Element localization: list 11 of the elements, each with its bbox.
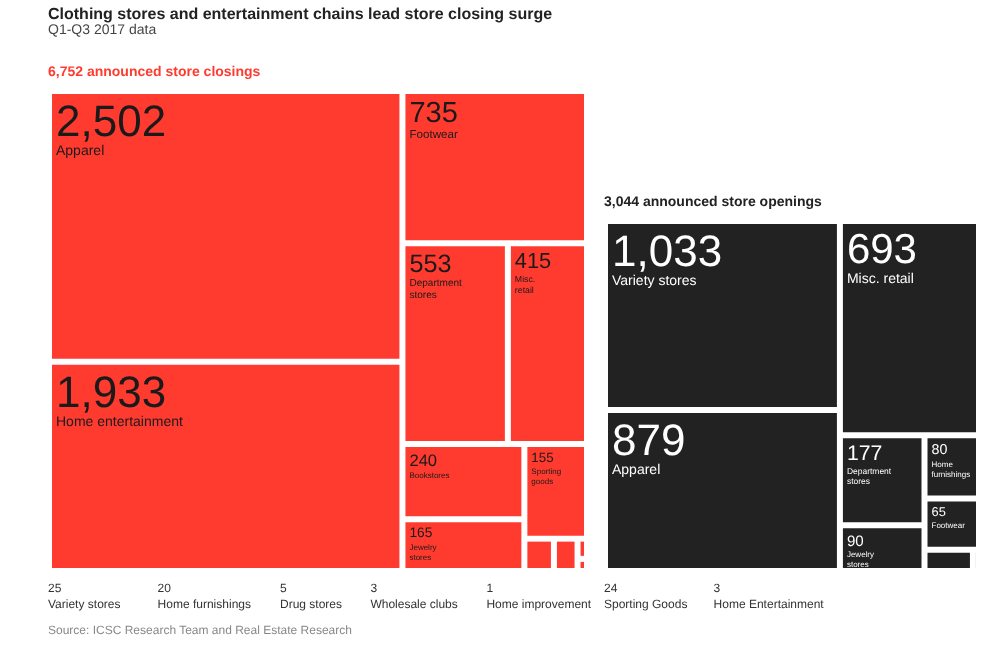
- data-label: 177: [846, 441, 883, 466]
- text: Clothing stores and entertainment chains lead store closing surge: [48, 5, 554, 23]
- data-label: 735: [409, 97, 458, 130]
- data-label: 1,933: [56, 366, 167, 417]
- data-label: 693: [846, 226, 917, 273]
- data-label: 1,033: [612, 226, 723, 276]
- data-label: 553: [409, 249, 452, 278]
- data-label: 240: [409, 450, 438, 471]
- data-label: 415: [514, 250, 552, 275]
- data-label: 2,502: [56, 96, 167, 146]
- data-label: 879: [612, 415, 686, 466]
